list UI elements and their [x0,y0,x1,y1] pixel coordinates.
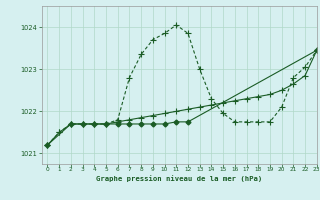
X-axis label: Graphe pression niveau de la mer (hPa): Graphe pression niveau de la mer (hPa) [96,175,262,182]
